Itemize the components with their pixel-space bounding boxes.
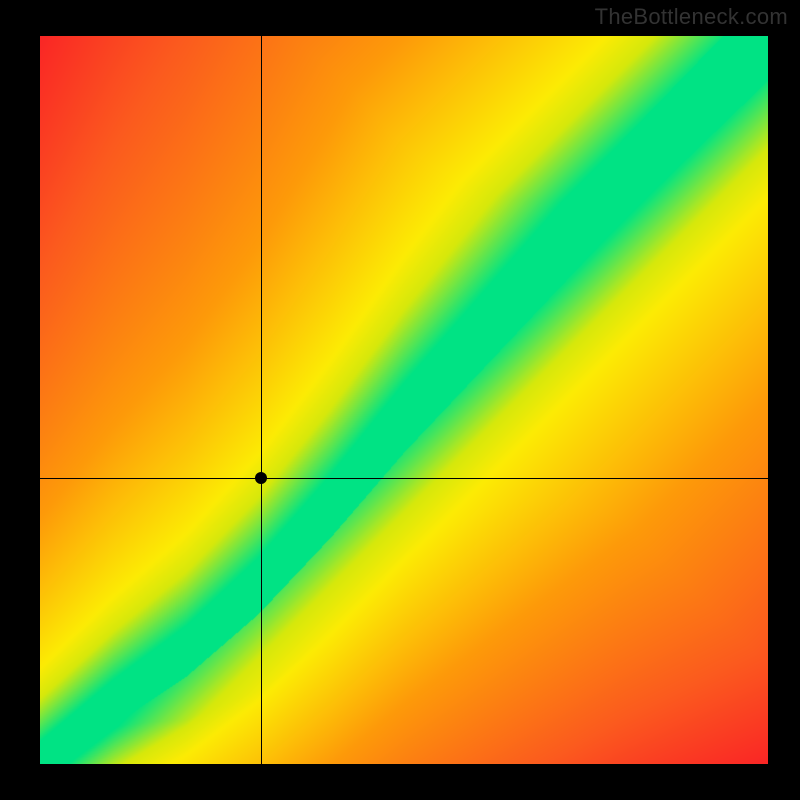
heatmap-canvas (40, 36, 768, 764)
watermark-text: TheBottleneck.com (595, 4, 788, 30)
chart-container: TheBottleneck.com (0, 0, 800, 800)
crosshair-horizontal (40, 478, 768, 479)
crosshair-vertical (261, 36, 262, 764)
crosshair-marker (255, 472, 267, 484)
plot-area (40, 36, 768, 764)
